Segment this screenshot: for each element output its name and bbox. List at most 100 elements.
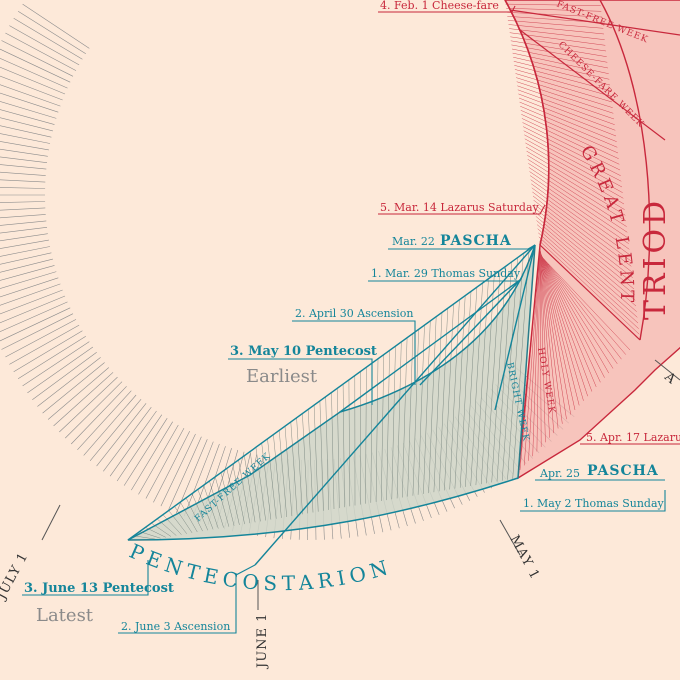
label-pascha-date-latest: Apr. 25 — [539, 467, 580, 480]
hatch-line — [9, 324, 80, 365]
hatch-line — [156, 518, 177, 536]
hatch-line — [267, 438, 277, 519]
hatch-line — [507, 253, 524, 480]
hatch-line — [348, 379, 351, 507]
hatch-line — [255, 447, 266, 521]
hatch-line — [0, 265, 55, 281]
hatch-line — [0, 66, 66, 95]
label-ascension-latest: 2. June 3 Ascension — [121, 620, 230, 633]
hatch-line — [486, 270, 501, 484]
leader-thomas-earliest — [368, 274, 524, 282]
leader-pentecost-earliest — [228, 358, 373, 405]
hatch-line — [539, 254, 631, 351]
tick-july — [41, 504, 61, 541]
hatch-line — [532, 246, 541, 457]
pent-divider-2 — [254, 244, 536, 566]
caption-earliest: Earliest — [246, 366, 318, 387]
hatch-line — [0, 258, 53, 273]
hatch-line — [518, 97, 617, 137]
hatch-line — [536, 224, 637, 312]
hatch-line — [0, 207, 46, 211]
hatch-line — [162, 514, 182, 535]
hatch-line — [123, 418, 168, 486]
hatch-line — [539, 249, 572, 415]
hatch-line — [0, 220, 47, 226]
hatch-line — [536, 220, 637, 307]
hatch-line — [174, 506, 193, 534]
hatch-line — [412, 329, 419, 496]
hatch-line — [535, 212, 635, 295]
hatch-line — [96, 403, 147, 467]
hatch-line — [0, 239, 49, 249]
hatch-line — [407, 333, 414, 497]
hatch-line — [0, 179, 46, 183]
hatch-line — [203, 485, 219, 529]
hatch-line — [168, 436, 202, 510]
hatch-line — [0, 277, 59, 298]
hatch-line — [470, 282, 483, 487]
hatch-line — [0, 233, 48, 242]
hatch-line — [0, 84, 61, 107]
hatch-line — [539, 251, 588, 397]
hatch-line — [520, 110, 619, 154]
label-cheese-fare: 4. Feb. 1 Cheese-fare — [380, 0, 499, 12]
hatch-line — [5, 32, 77, 71]
hatch-line — [539, 251, 597, 387]
label-thomas-earliest: 1. Mar. 29 Thomas Sunday — [371, 267, 521, 280]
hatch-line — [532, 195, 633, 273]
hatch-line — [516, 77, 613, 108]
hatch-line — [0, 141, 49, 151]
hatch-line — [0, 301, 68, 333]
hatch-line — [0, 75, 63, 101]
hatch-line — [32, 352, 97, 400]
hatch-line — [539, 250, 580, 406]
hatch-line — [528, 245, 541, 461]
hatch-line — [536, 246, 541, 452]
hatch-line — [0, 246, 51, 257]
hatch-line — [527, 154, 626, 216]
hatch-line — [518, 93, 616, 131]
hatch-line — [522, 126, 621, 176]
hatch-line — [232, 464, 245, 525]
hatch-line — [47, 367, 109, 420]
hatch-line — [519, 101, 617, 142]
hatch-line — [180, 501, 198, 533]
hatch-line — [539, 247, 550, 438]
hatch-line — [531, 187, 631, 261]
hatch-line — [103, 407, 152, 472]
hatch-line — [513, 56, 610, 80]
hatch-line — [22, 341, 90, 387]
hatch-line — [438, 308, 449, 492]
hatch-line — [530, 179, 630, 250]
hatch-line — [444, 303, 454, 491]
hatch-line — [1, 40, 74, 77]
leader-cheese-fare — [378, 5, 516, 13]
hatch-line — [0, 117, 53, 132]
hatch-line — [433, 312, 443, 493]
hatch-line — [517, 244, 536, 479]
hatch-line — [0, 227, 48, 234]
hatch-line — [0, 164, 47, 170]
hatch-line — [191, 493, 209, 531]
hatch-line — [522, 122, 621, 171]
hatch-line — [509, 28, 605, 40]
lent-fast-free-divider — [509, 9, 680, 36]
hatch-line — [417, 325, 425, 495]
hatch-line — [539, 252, 610, 374]
tick-april — [654, 359, 680, 381]
hatch-line — [527, 159, 627, 222]
great-lent-hatching — [505, 0, 641, 471]
hatch-line — [449, 299, 460, 490]
triodion-title-fragment: TRIOD — [638, 197, 673, 320]
pent-divider-1 — [127, 244, 536, 541]
hatch-line — [525, 142, 624, 199]
hatch-line — [510, 36, 607, 52]
hatch-line — [220, 472, 235, 526]
hatch-line — [42, 362, 105, 414]
label-lazarus-latest: 5. Apr. 17 Lazarus — [586, 431, 680, 444]
hatch-line — [27, 346, 94, 394]
hatch-line — [514, 69, 612, 97]
hatch-line — [515, 73, 613, 103]
hatch-line — [501, 257, 518, 481]
hatch-line — [0, 252, 52, 265]
